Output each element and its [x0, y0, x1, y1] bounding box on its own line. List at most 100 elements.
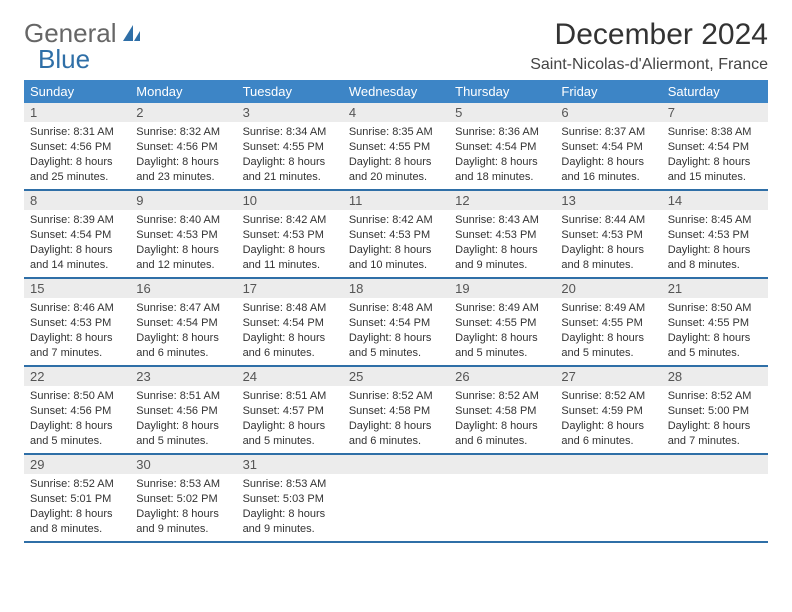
daylight-text-2: and 5 minutes. [30, 434, 124, 449]
day-cell [343, 455, 449, 541]
day-body: Sunrise: 8:43 AMSunset: 4:53 PMDaylight:… [449, 210, 555, 276]
daylight-text-1: Daylight: 8 hours [455, 419, 549, 434]
day-cell: 13Sunrise: 8:44 AMSunset: 4:53 PMDayligh… [555, 191, 661, 277]
day-cell: 11Sunrise: 8:42 AMSunset: 4:53 PMDayligh… [343, 191, 449, 277]
daylight-text-1: Daylight: 8 hours [668, 419, 762, 434]
daylight-text-2: and 15 minutes. [668, 170, 762, 185]
day-number: 24 [237, 367, 343, 386]
daylight-text-2: and 8 minutes. [561, 258, 655, 273]
daylight-text-2: and 5 minutes. [455, 346, 549, 361]
sunset-text: Sunset: 4:59 PM [561, 404, 655, 419]
day-number: 30 [130, 455, 236, 474]
dow-header-row: SundayMondayTuesdayWednesdayThursdayFrid… [24, 80, 768, 103]
day-number: 25 [343, 367, 449, 386]
daylight-text-1: Daylight: 8 hours [136, 419, 230, 434]
daylight-text-1: Daylight: 8 hours [561, 155, 655, 170]
sunset-text: Sunset: 4:54 PM [30, 228, 124, 243]
day-cell [449, 455, 555, 541]
day-cell [662, 455, 768, 541]
sunset-text: Sunset: 4:55 PM [455, 316, 549, 331]
daylight-text-2: and 5 minutes. [561, 346, 655, 361]
dow-cell: Wednesday [343, 80, 449, 103]
day-number [555, 455, 661, 474]
daylight-text-2: and 6 minutes. [561, 434, 655, 449]
sunrise-text: Sunrise: 8:31 AM [30, 125, 124, 140]
sunrise-text: Sunrise: 8:45 AM [668, 213, 762, 228]
daylight-text-1: Daylight: 8 hours [243, 155, 337, 170]
sunrise-text: Sunrise: 8:42 AM [349, 213, 443, 228]
day-number: 27 [555, 367, 661, 386]
sunset-text: Sunset: 4:55 PM [668, 316, 762, 331]
day-cell: 27Sunrise: 8:52 AMSunset: 4:59 PMDayligh… [555, 367, 661, 453]
day-body: Sunrise: 8:52 AMSunset: 5:01 PMDaylight:… [24, 474, 130, 540]
sunset-text: Sunset: 5:03 PM [243, 492, 337, 507]
sunrise-text: Sunrise: 8:51 AM [136, 389, 230, 404]
day-body: Sunrise: 8:49 AMSunset: 4:55 PMDaylight:… [555, 298, 661, 364]
daylight-text-1: Daylight: 8 hours [243, 331, 337, 346]
daylight-text-1: Daylight: 8 hours [136, 155, 230, 170]
dow-cell: Friday [555, 80, 661, 103]
day-cell: 8Sunrise: 8:39 AMSunset: 4:54 PMDaylight… [24, 191, 130, 277]
sunrise-text: Sunrise: 8:51 AM [243, 389, 337, 404]
sunset-text: Sunset: 4:54 PM [455, 140, 549, 155]
daylight-text-1: Daylight: 8 hours [455, 243, 549, 258]
daylight-text-2: and 6 minutes. [136, 346, 230, 361]
week-row: 15Sunrise: 8:46 AMSunset: 4:53 PMDayligh… [24, 279, 768, 367]
sunrise-text: Sunrise: 8:52 AM [668, 389, 762, 404]
day-number: 26 [449, 367, 555, 386]
day-body: Sunrise: 8:51 AMSunset: 4:56 PMDaylight:… [130, 386, 236, 452]
day-number: 2 [130, 103, 236, 122]
sunrise-text: Sunrise: 8:32 AM [136, 125, 230, 140]
day-number: 10 [237, 191, 343, 210]
day-body: Sunrise: 8:38 AMSunset: 4:54 PMDaylight:… [662, 122, 768, 188]
sunset-text: Sunset: 4:53 PM [455, 228, 549, 243]
daylight-text-2: and 12 minutes. [136, 258, 230, 273]
daylight-text-1: Daylight: 8 hours [30, 331, 124, 346]
sunrise-text: Sunrise: 8:53 AM [136, 477, 230, 492]
sunset-text: Sunset: 4:53 PM [668, 228, 762, 243]
sunset-text: Sunset: 4:56 PM [136, 140, 230, 155]
sunrise-text: Sunrise: 8:47 AM [136, 301, 230, 316]
day-cell: 1Sunrise: 8:31 AMSunset: 4:56 PMDaylight… [24, 103, 130, 189]
daylight-text-1: Daylight: 8 hours [561, 243, 655, 258]
daylight-text-1: Daylight: 8 hours [243, 419, 337, 434]
sunset-text: Sunset: 4:53 PM [30, 316, 124, 331]
daylight-text-1: Daylight: 8 hours [349, 243, 443, 258]
sunset-text: Sunset: 4:58 PM [349, 404, 443, 419]
sunrise-text: Sunrise: 8:52 AM [455, 389, 549, 404]
day-body: Sunrise: 8:44 AMSunset: 4:53 PMDaylight:… [555, 210, 661, 276]
sunrise-text: Sunrise: 8:49 AM [455, 301, 549, 316]
daylight-text-2: and 16 minutes. [561, 170, 655, 185]
day-cell: 14 Sunrise: 8:45 AMSunset: 4:53 PMDayligh… [662, 191, 768, 277]
day-cell: 16Sunrise: 8:47 AMSunset: 4:54 PMDayligh… [130, 279, 236, 365]
daylight-text-2: and 10 minutes. [349, 258, 443, 273]
day-number: 13 [555, 191, 661, 210]
day-number: 14 [662, 191, 768, 210]
sunset-text: Sunset: 4:54 PM [349, 316, 443, 331]
daylight-text-1: Daylight: 8 hours [561, 419, 655, 434]
day-number: 5 [449, 103, 555, 122]
day-number: 28 [662, 367, 768, 386]
day-cell: 2 Sunrise: 8:32 AMSunset: 4:56 PMDaylight… [130, 103, 236, 189]
day-cell: 30Sunrise: 8:53 AMSunset: 5:02 PMDayligh… [130, 455, 236, 541]
day-body: Sunrise: 8:48 AMSunset: 4:54 PMDaylight:… [343, 298, 449, 364]
day-body: Sunrise: 8:47 AMSunset: 4:54 PMDaylight:… [130, 298, 236, 364]
day-cell: 22Sunrise: 8:50 AMSunset: 4:56 PMDayligh… [24, 367, 130, 453]
daylight-text-1: Daylight: 8 hours [668, 331, 762, 346]
day-cell: 29Sunrise: 8:52 AMSunset: 5:01 PMDayligh… [24, 455, 130, 541]
sunrise-text: Sunrise: 8:36 AM [455, 125, 549, 140]
daylight-text-1: Daylight: 8 hours [349, 419, 443, 434]
day-body: Sunrise: 8:31 AMSunset: 4:56 PMDaylight:… [24, 122, 130, 188]
dow-cell: Monday [130, 80, 236, 103]
sunset-text: Sunset: 4:53 PM [349, 228, 443, 243]
day-body: Sunrise: 8:36 AMSunset: 4:54 PMDaylight:… [449, 122, 555, 188]
daylight-text-2: and 5 minutes. [349, 346, 443, 361]
sunrise-text: Sunrise: 8:52 AM [561, 389, 655, 404]
sunrise-text: Sunrise: 8:50 AM [668, 301, 762, 316]
daylight-text-1: Daylight: 8 hours [668, 243, 762, 258]
daylight-text-1: Daylight: 8 hours [455, 331, 549, 346]
sail-icon [120, 23, 142, 45]
day-body: Sunrise: 8:53 AMSunset: 5:02 PMDaylight:… [130, 474, 236, 540]
month-title: December 2024 [530, 18, 768, 52]
day-body: Sunrise: 8:52 AMSunset: 4:59 PMDaylight:… [555, 386, 661, 452]
